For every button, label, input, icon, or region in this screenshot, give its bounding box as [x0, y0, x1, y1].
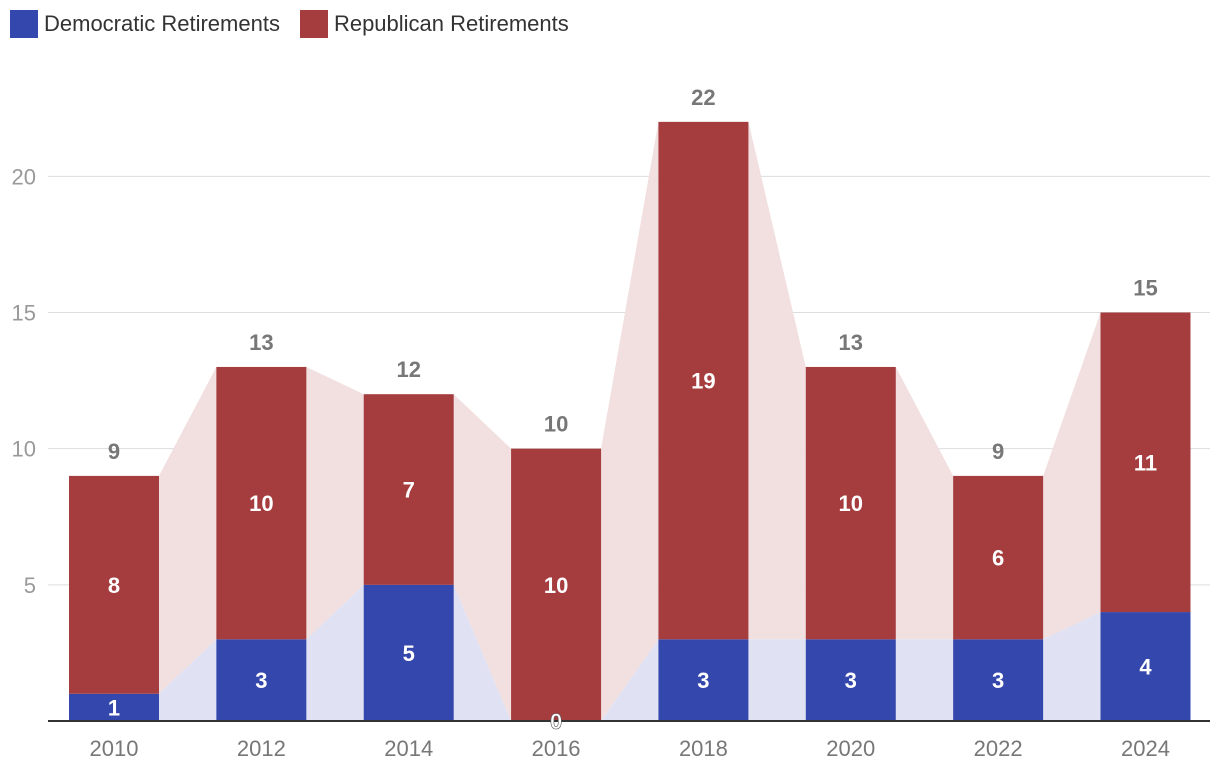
legend-item-republican[interactable]: Republican Retirements	[299, 10, 569, 38]
connector-democratic-band	[1043, 612, 1101, 721]
data-label-republican: 8	[108, 573, 120, 598]
connector-republican-band	[895, 366, 954, 640]
y-tick-label: 20	[12, 164, 36, 189]
bar-democratic-2014	[363, 584, 454, 721]
legend: Democratic Retirements Republican Retire…	[10, 10, 589, 38]
bar-republican-2010	[69, 475, 159, 694]
connector-democratic-band	[453, 584, 512, 721]
x-tick-label: 2012	[237, 736, 286, 761]
bar-republican-2022	[953, 475, 1044, 640]
legend-label-republican: Republican Retirements	[333, 11, 569, 36]
legend-label-democratic: Democratic Retirements	[44, 11, 280, 36]
total-label: 13	[839, 330, 863, 355]
data-label-democratic: 1	[108, 695, 120, 720]
bar-democratic-2020	[805, 639, 896, 721]
connector-republican-band	[453, 394, 512, 721]
bar-republican-2020	[805, 366, 896, 640]
x-tick-label: 2022	[974, 736, 1023, 761]
data-label-democratic: 3	[255, 668, 267, 693]
bar-democratic-2018	[658, 639, 749, 721]
connector-democratic-band	[748, 639, 806, 721]
connector-democratic-band	[306, 584, 364, 721]
connector-republican-band	[159, 366, 217, 694]
y-tick-label: 10	[12, 437, 36, 462]
bar-republican-2012	[216, 366, 307, 640]
data-label-republican: 19	[691, 369, 715, 394]
data-label-democratic: 3	[845, 668, 857, 693]
total-label: 9	[992, 439, 1004, 464]
connector-republican-band	[601, 121, 659, 721]
x-tick-label: 2020	[826, 736, 875, 761]
data-label-republican: 7	[403, 478, 415, 503]
y-tick-label: 15	[12, 300, 36, 325]
bar-republican-2024	[1100, 312, 1191, 613]
x-tick-label: 2014	[384, 736, 433, 761]
data-label-democratic: 0	[550, 709, 562, 734]
data-label-republican: 11	[1134, 450, 1157, 475]
legend-item-democratic[interactable]: Democratic Retirements	[10, 10, 280, 38]
bar-democratic-2010	[69, 693, 159, 721]
connector-republican-band	[1043, 312, 1101, 640]
total-label: 12	[396, 357, 420, 382]
connector-republican-band	[748, 121, 806, 640]
legend-swatch-democratic	[10, 10, 38, 38]
total-label: 13	[249, 330, 273, 355]
total-label: 10	[544, 412, 568, 437]
bar-democratic-2022	[953, 639, 1044, 721]
data-label-democratic: 3	[992, 668, 1004, 693]
y-tick-label: 5	[24, 573, 36, 598]
data-label-republican: 6	[992, 546, 1004, 571]
data-label-republican: 10	[839, 491, 863, 516]
data-label-democratic: 5	[403, 641, 415, 666]
connector-republican-band	[306, 366, 364, 640]
total-label: 9	[108, 439, 120, 464]
data-label-democratic: 4	[1139, 655, 1152, 680]
connector-democratic-band	[159, 639, 217, 721]
total-label: 15	[1133, 275, 1157, 300]
bar-democratic-2012	[216, 639, 307, 721]
bar-republican-2014	[363, 394, 454, 585]
data-label-democratic: 3	[697, 668, 709, 693]
connector-democratic-band	[601, 639, 659, 721]
total-label: 22	[691, 85, 715, 110]
connector-democratic-band	[895, 639, 954, 721]
x-tick-label: 2024	[1121, 736, 1170, 761]
bar-democratic-2024	[1100, 612, 1191, 721]
data-label-republican: 10	[544, 573, 568, 598]
legend-swatch-republican	[299, 10, 328, 38]
bar-republican-2016	[511, 448, 602, 721]
x-tick-label: 2016	[532, 736, 581, 761]
x-tick-label: 2010	[90, 736, 139, 761]
x-tick-label: 2018	[679, 736, 728, 761]
bar-republican-2018	[658, 121, 749, 640]
data-label-republican: 10	[249, 491, 273, 516]
